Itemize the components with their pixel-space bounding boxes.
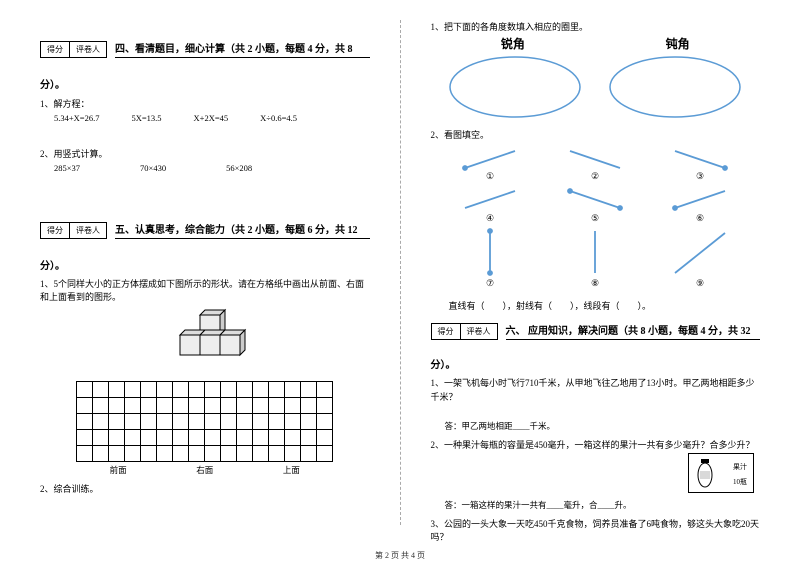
left-column: 得分 评卷人 四、看清题目，细心计算（共 2 小题，每题 4 分，共 8 分）。… [40,20,370,530]
acute-label: 锐角 [501,35,525,52]
score-label: 得分 [41,223,70,238]
section-5-title-end: 分）。 [40,257,370,272]
section-4-header: 得分 评卷人 四、看清题目，细心计算（共 2 小题，每题 4 分，共 8 [40,40,370,58]
q-angles: 1、把下面的各角度数填入相应的圈里。 [431,20,761,33]
juice-box-figure: 果汁 10瓶 [688,453,754,493]
q-fill: 2、看图填空。 [431,128,761,141]
score-box-6: 得分 评卷人 [431,323,498,340]
grader-label: 评卷人 [461,324,497,339]
a6-1: 答：甲乙两地相距____千米。 [445,420,761,432]
circ-7: ⑦ [486,278,494,288]
score-label: 得分 [432,324,461,339]
q6-3: 3、公园的一头大象一天吃450千克食物，饲养员准备了6吨食物，够这头大象吃20天… [431,517,761,543]
section-6-header: 得分 评卷人 六、 应用知识，解决问题（共 8 小题，每题 4 分，共 32 [431,322,761,340]
eq: 5X=13.5 [131,113,161,123]
section-6-title-end: 分）。 [431,356,761,371]
view-labels: 前面 右面 上面 [75,464,335,476]
cubes-figure [145,307,265,377]
angle-ellipses [435,52,755,122]
section-4-title: 四、看清题目，细心计算（共 2 小题，每题 4 分，共 8 [115,44,353,55]
bottle-icon [695,457,715,491]
q4-2: 2、用竖式计算。 [40,147,370,160]
eq: 56×208 [226,163,252,173]
grader-label: 评卷人 [70,223,106,238]
score-box-4: 得分 评卷人 [40,41,107,58]
circ-3: ③ [696,171,704,181]
q5-2: 2、综合训练。 [40,482,370,495]
column-divider [400,20,401,525]
eq: 5.34+X=26.7 [54,113,99,123]
circ-1: ① [486,171,494,181]
angle-labels: 锐角 钝角 [431,35,761,52]
front-label: 前面 [110,464,127,476]
grader-label: 评卷人 [70,42,106,57]
circ-4: ④ [486,213,494,223]
top-label: 上面 [283,464,300,476]
circ-2: ② [591,171,599,181]
a6-2: 答：一箱这样的果汁一共有____毫升，合____升。 [445,499,761,511]
section-6-title-wrap: 六、 应用知识，解决问题（共 8 小题，每题 4 分，共 32 [506,322,761,340]
section-5-header: 得分 评卷人 五、认真思考，综合能力（共 2 小题，每题 6 分，共 12 [40,221,370,239]
section-6-title: 六、 应用知识，解决问题（共 8 小题，每题 4 分，共 32 [506,326,751,337]
circ-9: ⑨ [696,278,704,288]
q6-1: 1、一架飞机每小时飞行710千米，从甲地飞往乙地用了13小时。甲乙两地相距多少千… [431,377,761,404]
section-4-title-end: 分）。 [40,76,370,91]
eq: X+2X=45 [194,113,229,123]
section-5-title: 五、认真思考，综合能力（共 2 小题，每题 6 分，共 12 [115,225,358,236]
obtuse-label: 钝角 [666,35,690,52]
right-label: 右面 [196,464,213,476]
line-fill-blank: 直线有（ ），射线有（ ），线段有（ ）。 [449,299,761,312]
lines-figure: ① ② ③ ④ ⑤ ⑥ ⑦ ⑧ ⑨ [435,143,755,293]
eq: 70×430 [140,163,166,173]
q4-1-eqs: 5.34+X=26.7 5X=13.5 X+2X=45 X÷0.6=4.5 [54,113,370,123]
score-label: 得分 [41,42,70,57]
q6-2: 2、一种果汁每瓶的容量是450毫升，一箱这样的果汁一共有多少毫升？合多少升？ [431,438,761,451]
q5-1: 1、5个同样大小的正方体摆成如下图所示的形状。请在方格纸中画出从前面、右面和上面… [40,278,370,303]
q4-1: 1、解方程： [40,97,370,110]
eq: 285×37 [54,163,80,173]
circ-5: ⑤ [591,213,599,223]
juice-count: 10瓶 [733,477,747,487]
juice-label: 果汁 [733,462,747,472]
circ-6: ⑥ [696,213,704,223]
answer-grid [76,381,333,462]
page-columns: 得分 评卷人 四、看清题目，细心计算（共 2 小题，每题 4 分，共 8 分）。… [40,20,760,530]
section-5-title-wrap: 五、认真思考，综合能力（共 2 小题，每题 6 分，共 12 [115,221,370,239]
eq: X÷0.6=4.5 [260,113,297,123]
right-column: 1、把下面的各角度数填入相应的圈里。 锐角 钝角 2、看图填空。 [431,20,761,530]
circ-8: ⑧ [591,278,599,288]
section-4-title-wrap: 四、看清题目，细心计算（共 2 小题，每题 4 分，共 8 [115,40,370,58]
q4-2-eqs: 285×37 70×430 56×208 [54,163,370,173]
page-footer: 第 2 页 共 4 页 [0,550,800,561]
score-box-5: 得分 评卷人 [40,222,107,239]
